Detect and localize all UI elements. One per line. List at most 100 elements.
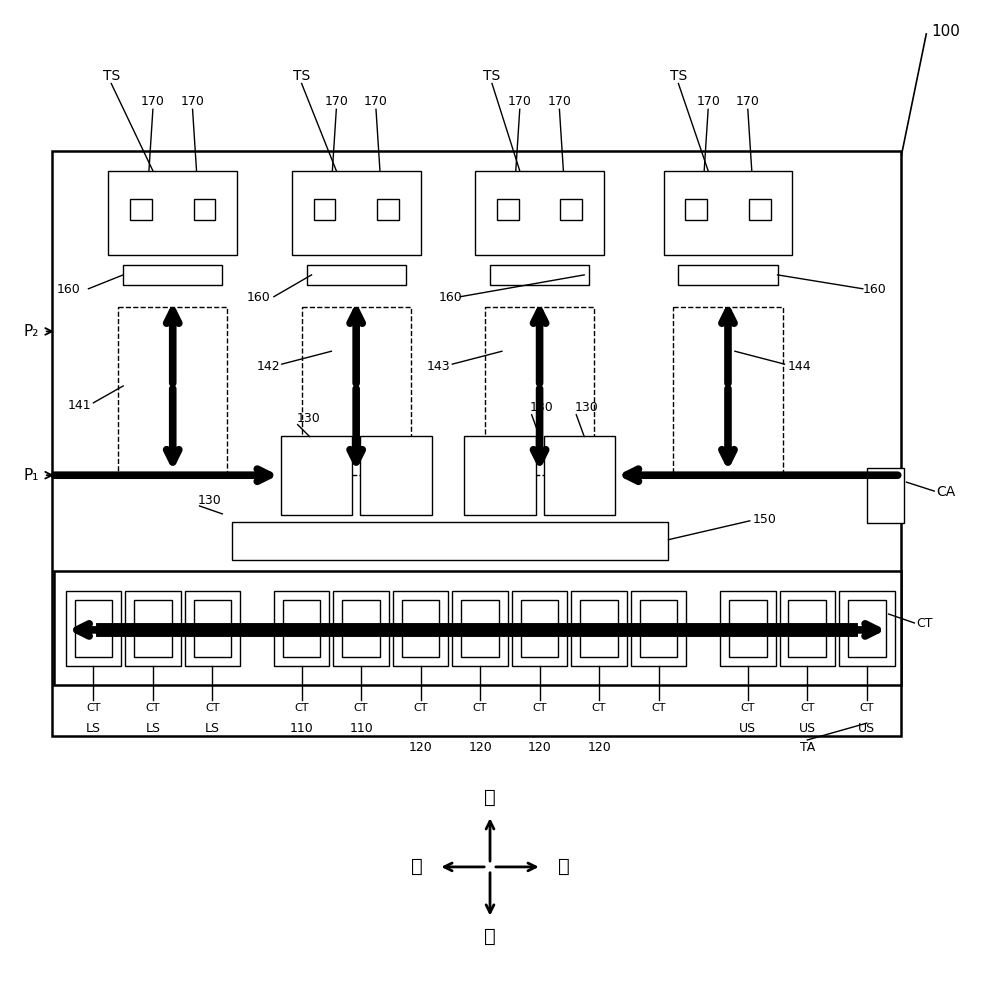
Text: 170: 170 (181, 95, 204, 108)
Text: CT: CT (740, 703, 755, 713)
Bar (125, 591, 181, 666)
Bar (376, 199, 399, 220)
Bar (393, 591, 448, 666)
Text: 130: 130 (574, 401, 598, 414)
Text: TS: TS (484, 69, 500, 83)
Bar (75, 600, 112, 657)
Bar (281, 436, 352, 515)
Bar (839, 591, 895, 666)
Bar (729, 600, 767, 657)
Bar (780, 591, 836, 666)
Bar (544, 436, 615, 515)
Bar (134, 600, 172, 657)
Bar (402, 600, 439, 657)
Bar (292, 171, 421, 255)
Bar (342, 600, 380, 657)
Text: 160: 160 (438, 291, 462, 304)
Text: 160: 160 (57, 283, 81, 296)
Bar (461, 600, 499, 657)
Text: CT: CT (916, 617, 933, 630)
Bar (360, 436, 432, 515)
Text: 130: 130 (297, 412, 320, 425)
Text: CT: CT (473, 703, 488, 713)
Text: 170: 170 (141, 95, 165, 108)
Text: 前: 前 (485, 927, 495, 946)
Bar (490, 265, 589, 285)
Text: 160: 160 (247, 291, 271, 304)
Bar (66, 591, 121, 666)
Text: 110: 110 (349, 722, 373, 735)
Bar (108, 171, 237, 255)
Text: CT: CT (800, 703, 815, 713)
Bar (485, 307, 594, 475)
Bar (512, 591, 567, 666)
Text: CT: CT (354, 703, 369, 713)
Bar (123, 265, 222, 285)
Text: 170: 170 (324, 95, 348, 108)
Bar (452, 591, 508, 666)
Bar (867, 468, 904, 523)
Text: CT: CT (592, 703, 607, 713)
Text: US: US (739, 722, 756, 735)
Text: P₂: P₂ (24, 324, 39, 339)
Bar (788, 600, 826, 657)
Bar (118, 307, 227, 475)
Bar (54, 571, 900, 685)
Bar (685, 199, 707, 220)
Text: CT: CT (414, 703, 428, 713)
Text: 150: 150 (753, 513, 777, 526)
Text: CT: CT (205, 703, 219, 713)
Text: 144: 144 (787, 360, 811, 373)
Bar (749, 199, 771, 220)
Text: CT: CT (533, 703, 547, 713)
Text: LS: LS (86, 722, 101, 735)
Bar (631, 591, 686, 666)
Text: 170: 170 (508, 95, 532, 108)
Bar (314, 199, 335, 220)
Text: 130: 130 (198, 494, 221, 507)
Text: CA: CA (936, 485, 955, 499)
Bar (475, 171, 604, 255)
Text: TS: TS (669, 69, 687, 83)
Text: CT: CT (87, 703, 100, 713)
Text: 右: 右 (557, 857, 569, 876)
Text: 130: 130 (530, 401, 553, 414)
Bar (130, 199, 152, 220)
Text: 110: 110 (290, 722, 314, 735)
Bar (673, 307, 782, 475)
Text: 120: 120 (409, 741, 433, 754)
Bar (580, 600, 618, 657)
Text: P₁: P₁ (24, 468, 39, 483)
Bar (560, 199, 582, 220)
Bar (720, 591, 776, 666)
Bar (194, 600, 231, 657)
Bar (232, 522, 668, 560)
Text: US: US (858, 722, 875, 735)
Text: 170: 170 (736, 95, 760, 108)
Bar (521, 600, 558, 657)
Bar (52, 151, 900, 736)
Bar (497, 199, 519, 220)
Text: 170: 170 (548, 95, 571, 108)
Text: LS: LS (145, 722, 160, 735)
Text: 100: 100 (931, 24, 960, 39)
Text: TA: TA (800, 741, 815, 754)
Text: 160: 160 (863, 283, 887, 296)
Bar (307, 265, 406, 285)
Text: CT: CT (145, 703, 160, 713)
Bar (185, 591, 240, 666)
Bar (302, 307, 411, 475)
Text: 142: 142 (257, 360, 280, 373)
Text: 141: 141 (68, 399, 91, 412)
Bar (333, 591, 389, 666)
Bar (640, 600, 677, 657)
Bar (678, 265, 778, 285)
Text: TS: TS (293, 69, 311, 83)
Bar (274, 591, 329, 666)
Text: CT: CT (859, 703, 874, 713)
Text: 170: 170 (696, 95, 721, 108)
Text: CT: CT (294, 703, 309, 713)
Bar (194, 199, 215, 220)
Bar (848, 600, 886, 657)
Text: CT: CT (652, 703, 665, 713)
